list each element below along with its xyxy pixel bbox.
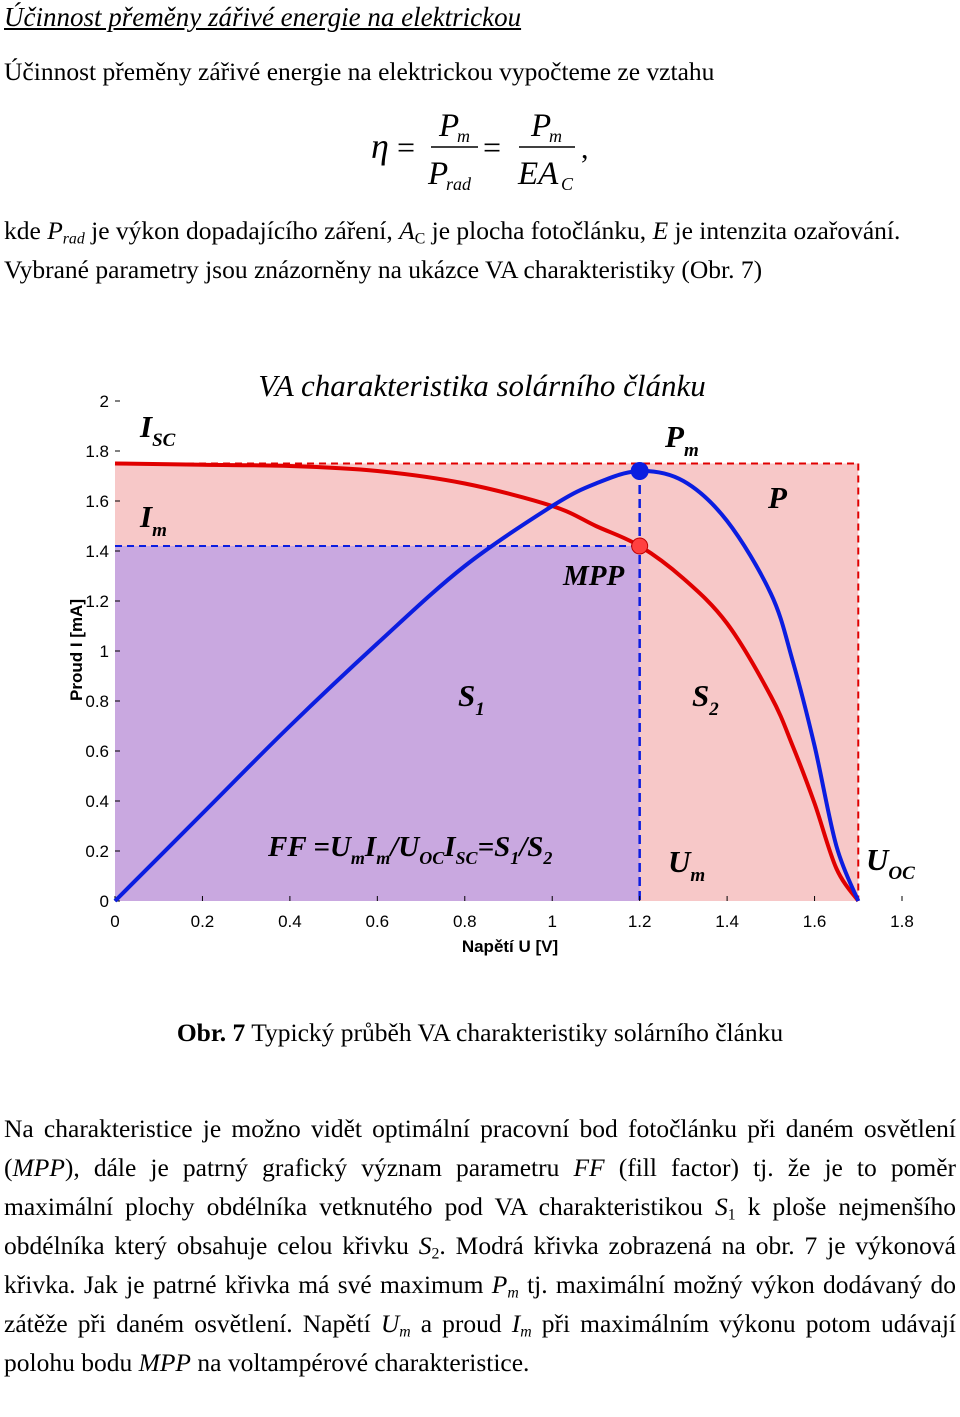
text-run: Na charakteristice je možno vidět optimá…: [4, 1114, 956, 1182]
va-characteristic-chart: 0 0.2 0.4 0.6 0.8 1 1.2 1.4 1.6 1.8 0 0.2 0.4 0.6 0.8 1…: [67, 368, 915, 956]
y-tick-label: 1: [100, 642, 109, 661]
formula-eq2: =: [483, 129, 501, 165]
y-tick-label: 1.2: [85, 592, 109, 611]
symbol-p-sub: rad: [62, 230, 85, 248]
power-curve: [113, 468, 861, 903]
efficiency-formula: η = P m P rad = P m EA C ,: [371, 108, 589, 194]
caption-text: Typický průběh VA charakteristiky solárn…: [245, 1018, 784, 1047]
y-tick-label: 0.6: [85, 742, 109, 761]
intro-paragraph: Účinnost přeměny zářivé energie na elekt…: [4, 57, 715, 86]
section-heading: Účinnost přeměny zářivé energie na elekt…: [4, 2, 522, 32]
symbol-um-sub: m: [399, 1323, 411, 1341]
x-tick-label: 0.2: [191, 912, 215, 931]
x-tick-label: 0: [110, 912, 119, 931]
symbol-s1: S: [715, 1192, 728, 1221]
text-run: tj. maximální možný výkon dodávaný do zá…: [4, 1270, 956, 1338]
x-tick-label: 1.2: [628, 912, 652, 931]
text-run: je intenzita ozařování. Vybrané parametr…: [4, 216, 901, 284]
formula-num2-sub: m: [549, 126, 562, 146]
formula-den1: P: [427, 156, 448, 192]
y-tick-label: 2: [100, 392, 109, 411]
formula-tail: ,: [581, 132, 589, 165]
figure-caption: Obr. 7 Typický průběh VA charakteristiky…: [0, 1018, 960, 1048]
parameters-paragraph: kde Prad je výkon dopadajícího záření, A…: [4, 211, 944, 289]
y-axis-label: Proud I [mA]: [67, 599, 86, 701]
text-run: . Modrá křivka zobrazená na obr. 7 je vý…: [4, 1231, 956, 1299]
chart-title: VA charakteristika solárního článku: [258, 368, 705, 403]
formula-num1: P: [438, 108, 459, 144]
y-tick-label: 0.4: [85, 792, 109, 811]
p-label: P: [767, 480, 788, 515]
x-tick-label: 0.8: [453, 912, 477, 931]
symbol-s2-sub: 2: [431, 1245, 440, 1263]
formula-num1-sub: m: [457, 126, 470, 146]
symbol-im-sub: m: [520, 1323, 532, 1341]
formula-eta: η: [371, 126, 389, 166]
y-tick-label: 1.8: [85, 442, 109, 461]
text-run: a proud: [410, 1309, 512, 1338]
symbol-mpp: MPP: [12, 1153, 65, 1182]
formula-num2: P: [530, 108, 551, 144]
y-tick-label: 0.8: [85, 692, 109, 711]
uoc-label: UOC: [866, 842, 915, 884]
iv-curve: [114, 461, 860, 903]
x-tick-label: 1.6: [803, 912, 827, 931]
text-run: kde: [4, 216, 48, 245]
y-tick-label: 0: [100, 892, 109, 911]
s1-label: S1: [458, 678, 485, 720]
s2-label: S2: [692, 678, 719, 720]
symbol-p: P: [47, 216, 63, 245]
symbol-pm-sub: m: [507, 1284, 519, 1302]
um-label: Um: [668, 844, 705, 886]
y-tick-label: 1.6: [85, 492, 109, 511]
mpp-label: MPP: [562, 560, 625, 592]
symbol-a-sub: C: [414, 230, 426, 248]
area-s1: [115, 546, 640, 901]
explanation-paragraph: Na charakteristice je možno vidět optimá…: [4, 1109, 956, 1382]
text-run: (fill factor) tj. že je to poměr maximál…: [4, 1153, 957, 1221]
text-run: při maximálním výkonu potom udávají polo…: [4, 1309, 957, 1377]
symbol-pm: P: [491, 1270, 508, 1299]
im-label: Im: [139, 499, 167, 541]
formula-den1-sub: rad: [446, 174, 472, 194]
formula-eq1: =: [397, 129, 415, 165]
x-tick-label: 0.6: [366, 912, 390, 931]
symbol-s2: S: [418, 1231, 432, 1260]
x-tick-label: 1: [547, 912, 556, 931]
isc-label: ISC: [139, 409, 176, 451]
symbol-um: U: [380, 1309, 400, 1338]
ff-formula: FF =UmIm/UOCISC=S1/S2: [267, 831, 552, 868]
text-run: na voltampérové charakteristice.: [191, 1348, 530, 1377]
formula-den2: EA: [517, 156, 559, 192]
symbol-mpp: MPP: [138, 1348, 191, 1377]
pm-label: Pm: [664, 419, 699, 461]
formula-den2-sub: C: [561, 174, 574, 194]
mpp-point: [631, 537, 649, 555]
x-tick-label: 0.4: [278, 912, 302, 931]
symbol-im: I: [511, 1309, 521, 1338]
pm-point: [630, 462, 649, 480]
symbol-a: A: [399, 216, 415, 245]
x-tick-label: 1.4: [715, 912, 739, 931]
text-run: ), dále je patrný grafický význam parame…: [64, 1153, 574, 1182]
symbol-s1-sub: 1: [727, 1206, 736, 1224]
text-run: je výkon dopadajícího záření,: [84, 216, 400, 245]
x-axis-label: Napětí U [V]: [462, 937, 558, 956]
text-run: je plocha fotočlánku,: [425, 216, 653, 245]
x-tick-label: 1.8: [890, 912, 914, 931]
y-tick-label: 1.4: [85, 542, 109, 561]
text-run: k ploše nejmenšího obdélníka který obsah…: [4, 1192, 956, 1260]
symbol-ff: FF: [573, 1153, 605, 1182]
y-tick-label: 0.2: [85, 842, 109, 861]
symbol-e: E: [652, 216, 669, 245]
caption-number: Obr. 7: [176, 1018, 246, 1047]
